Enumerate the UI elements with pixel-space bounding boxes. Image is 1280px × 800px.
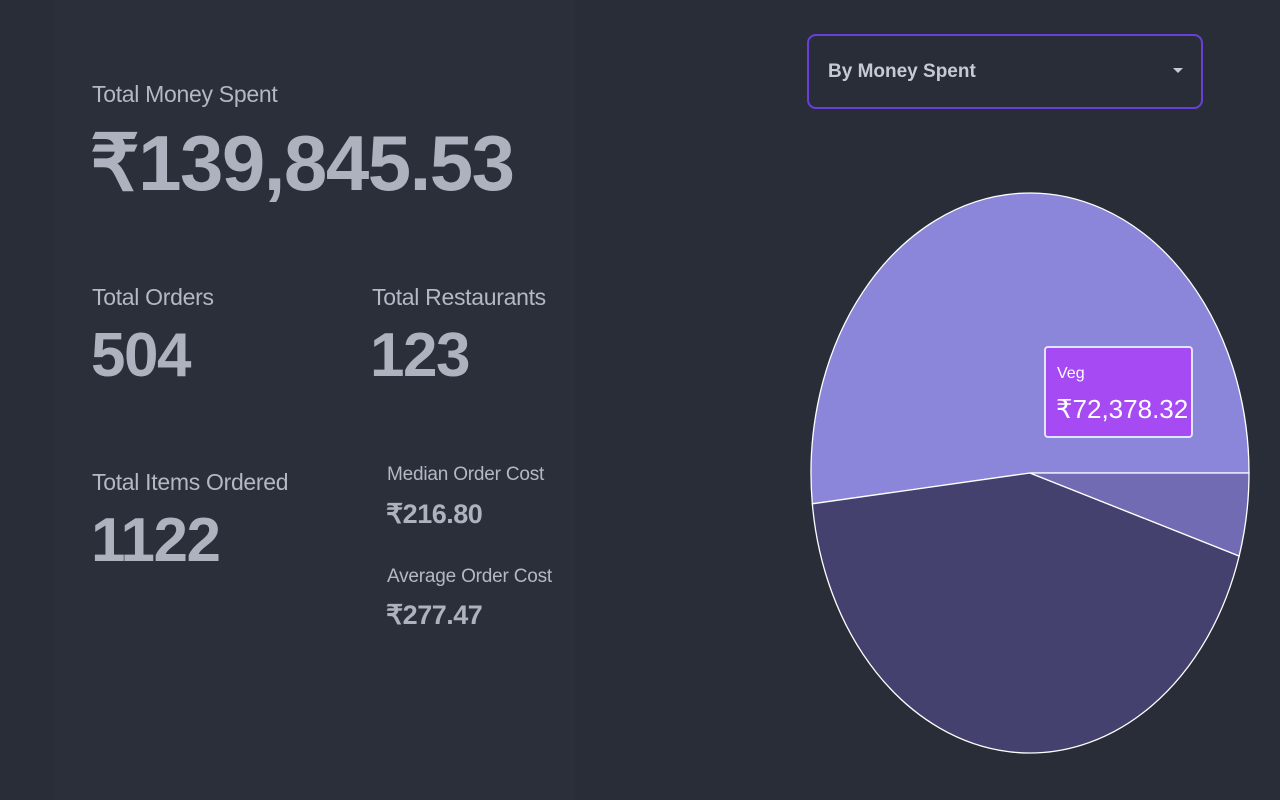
dropdown-text[interactable]: By Money Spent (828, 61, 976, 82)
pie-slice (1029, 472, 1250, 557)
chart-mode-dropdown[interactable]: By Money Spent (807, 34, 1203, 109)
stat-value: ₹216.80 (386, 499, 483, 529)
pie-slice (811, 472, 1240, 754)
stat-value: 1122 (91, 506, 221, 575)
tooltip-value: ₹72,378.32 (1056, 394, 1188, 424)
stat-value: ₹277.47 (386, 600, 483, 630)
stat-value: 123 (370, 321, 470, 390)
stat-label: Total Items Ordered (92, 469, 289, 495)
stat-value: ₹139,845.53 (90, 119, 515, 207)
stat-label: Total Orders (92, 284, 214, 310)
stats-panel (55, 0, 575, 800)
tooltip-box (1044, 346, 1193, 438)
tooltip-category: Veg (1057, 365, 1085, 382)
stat-value: 504 (91, 321, 191, 390)
stat-label: Average Order Cost (387, 566, 553, 587)
stat-label: Total Restaurants (372, 284, 546, 310)
stat-label: Median Order Cost (387, 464, 545, 485)
stat-label: Total Money Spent (92, 81, 278, 107)
dropdown-caret[interactable] (1173, 68, 1183, 73)
